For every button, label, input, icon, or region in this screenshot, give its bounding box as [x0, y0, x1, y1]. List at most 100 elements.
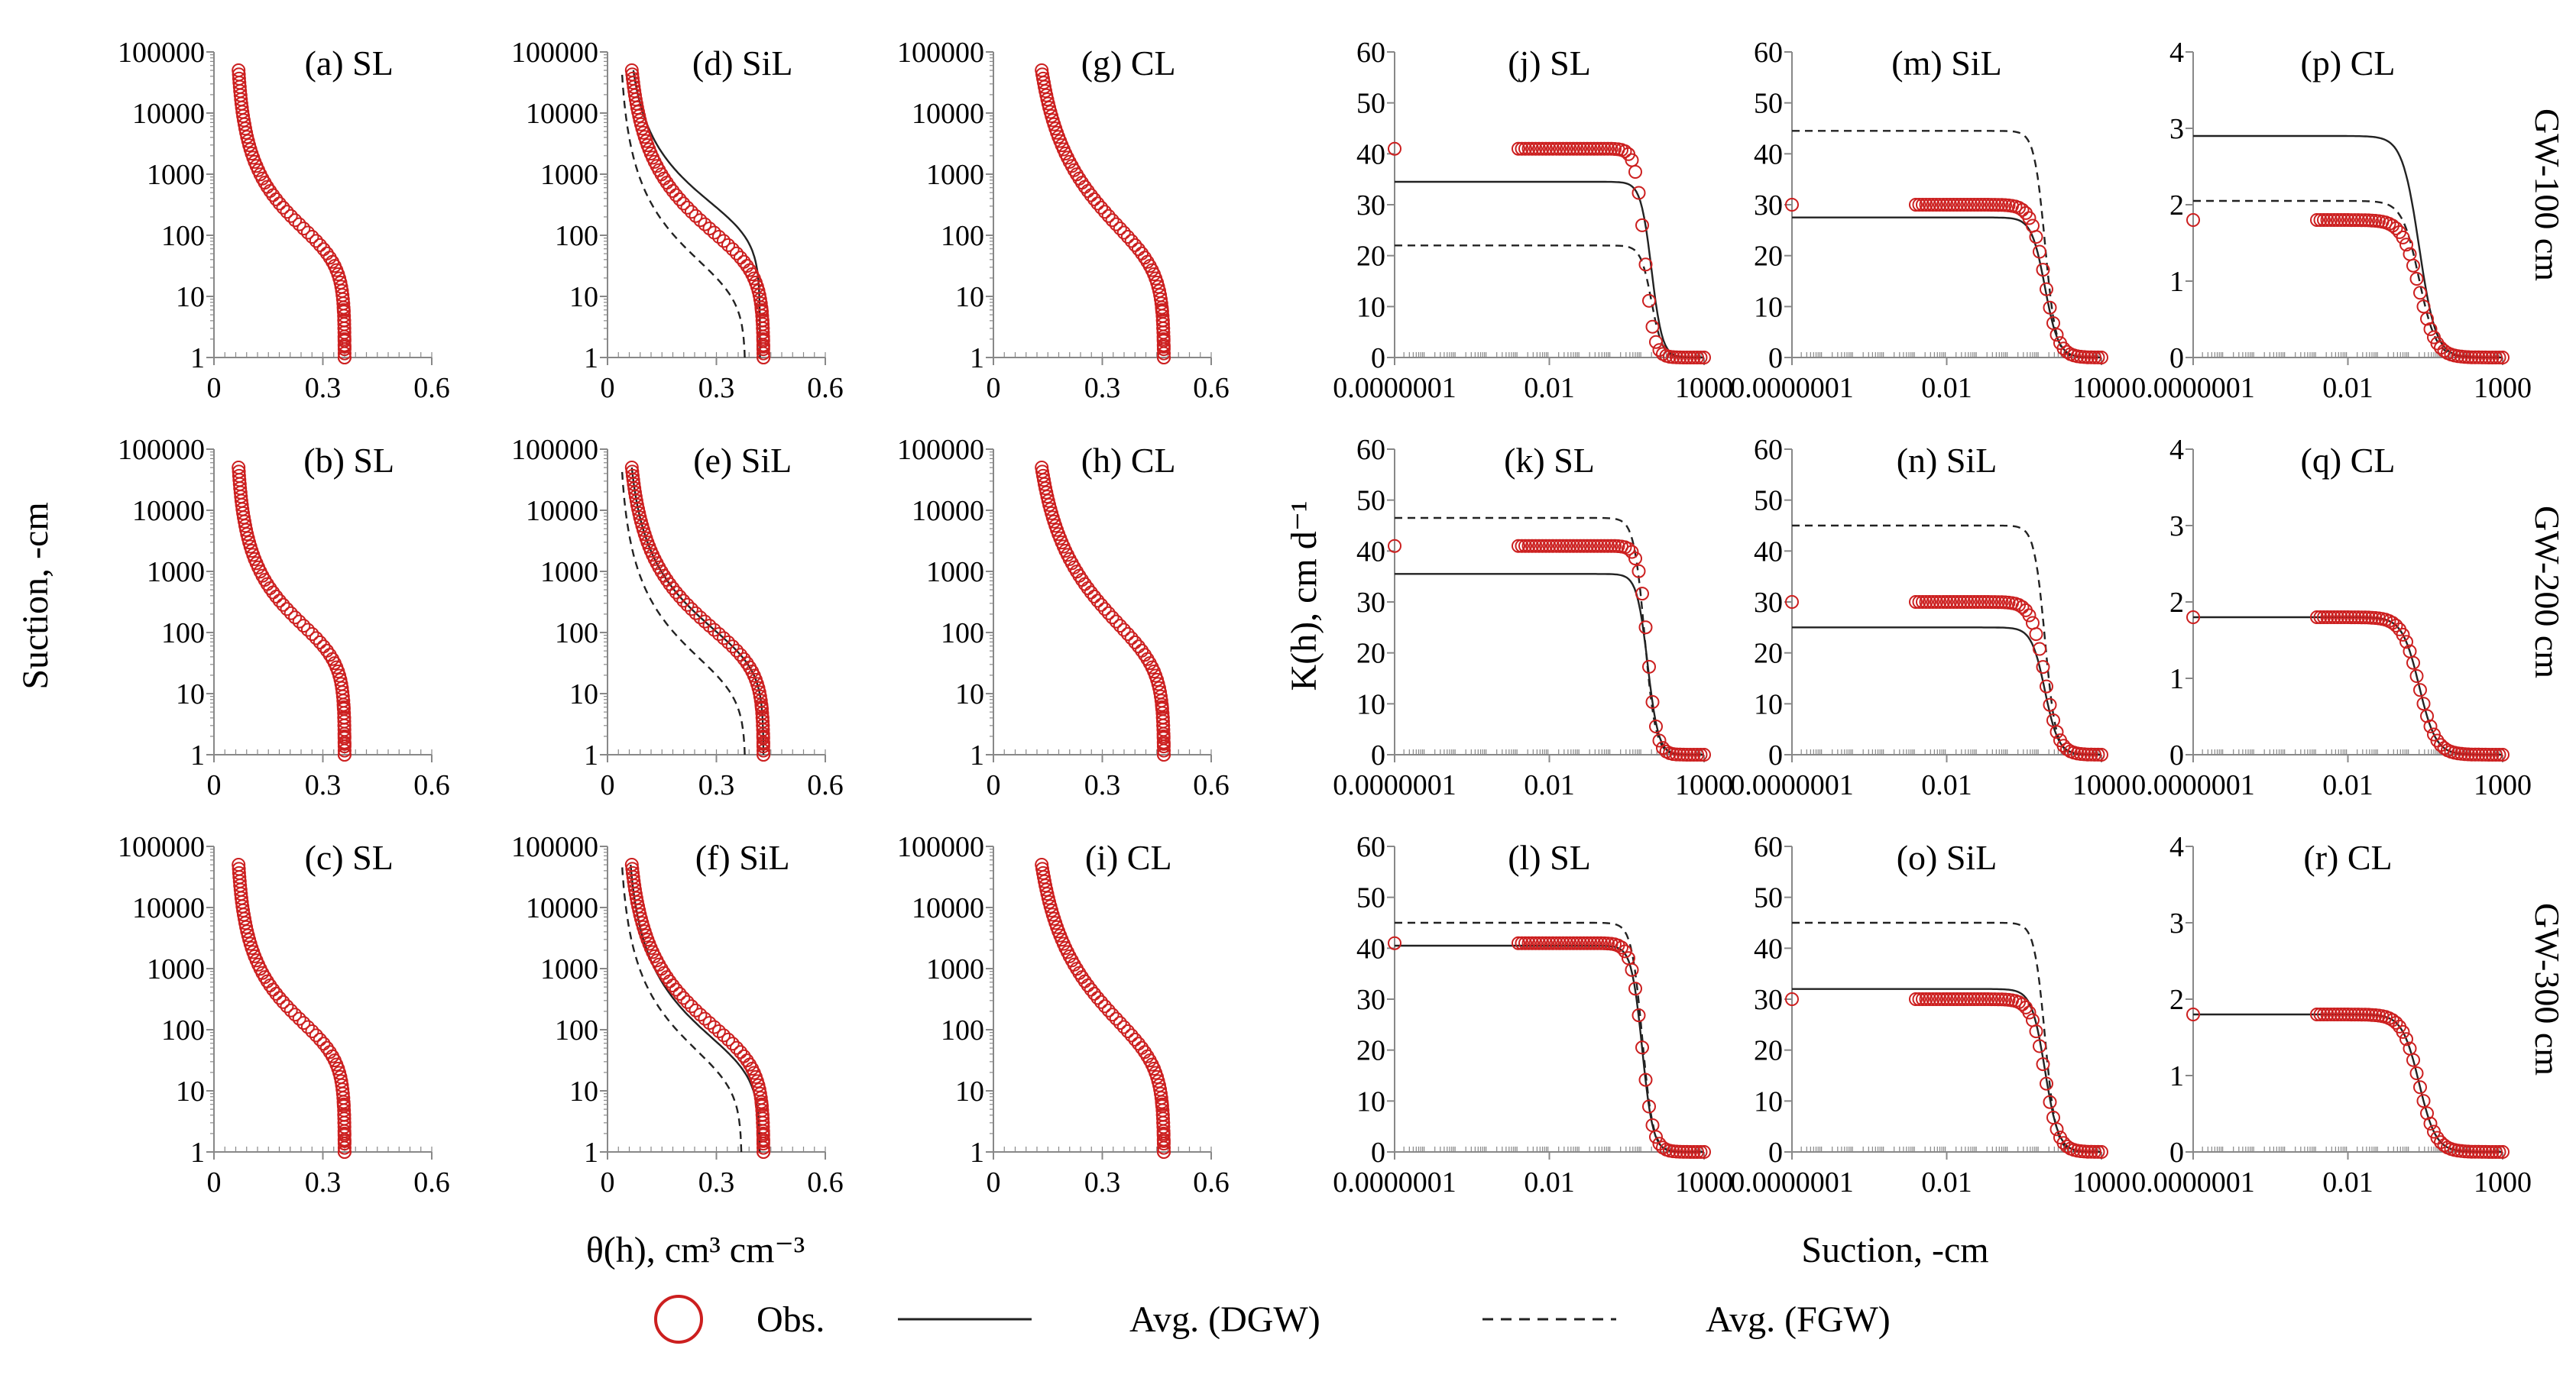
obs-point	[1128, 1032, 1142, 1047]
obs-point	[1909, 595, 1923, 609]
obs-point	[1563, 936, 1577, 950]
obs-point	[1785, 198, 1799, 212]
obs-point	[625, 464, 640, 479]
obs-point	[1155, 1108, 1170, 1122]
y-tick-label-h: 1	[970, 739, 984, 772]
obs-point	[756, 1126, 770, 1140]
obs-point	[1155, 313, 1170, 328]
obs-point	[2492, 1145, 2506, 1159]
obs-point	[1690, 748, 1704, 762]
row-label-gw-100: GW-100 cm	[2528, 108, 2567, 281]
obs-point	[717, 234, 731, 248]
obs-point	[707, 623, 721, 637]
obs-point	[755, 710, 770, 725]
obs-point	[2464, 350, 2479, 364]
obs-point	[232, 67, 246, 82]
obs-point	[1930, 992, 1943, 1006]
obs-point	[734, 251, 747, 265]
obs-point	[337, 710, 352, 725]
obs-point	[626, 865, 640, 880]
obs-point	[2416, 697, 2431, 711]
obs-point	[663, 180, 677, 194]
obs-point	[2029, 1024, 2043, 1039]
y-tick-label-o: 30	[1754, 984, 1783, 1016]
obs-point	[1515, 936, 1529, 950]
obs-point	[313, 1032, 327, 1047]
obs-point	[1687, 1145, 1701, 1159]
y-tick-label-k: 0	[1371, 739, 1385, 772]
obs-point	[1097, 999, 1112, 1014]
dgw-curve-f	[630, 864, 761, 1153]
y-tick-label-m: 30	[1754, 189, 1783, 222]
obs-point	[693, 610, 708, 625]
obs-point	[2327, 610, 2341, 624]
obs-point	[698, 1011, 712, 1026]
obs-point	[2081, 350, 2095, 364]
obs-point	[1687, 748, 1701, 762]
obs-point	[1101, 606, 1116, 620]
obs-point	[1936, 992, 1950, 1006]
x-tick-label-f: 0.3	[698, 1166, 735, 1199]
obs-point	[1981, 198, 1995, 212]
obs-point	[1628, 552, 1642, 566]
obs-point	[2489, 1145, 2503, 1159]
y-tick-label-q: 2	[2169, 587, 2184, 619]
y-tick-label-d: 100	[555, 220, 598, 252]
obs-point	[1128, 238, 1142, 252]
obs-point	[266, 188, 280, 202]
obs-point	[2358, 213, 2372, 228]
obs-point	[2313, 213, 2328, 227]
panel-m: 0 10 20 30 40 50 60 0.0000001 0.01 1000 (m) SiL	[1730, 37, 2130, 404]
obs-point	[2341, 1008, 2355, 1021]
obs-point	[232, 468, 246, 483]
x-tick-label-e: 0.3	[698, 769, 735, 801]
obs-point	[2471, 350, 2486, 364]
obs-point	[754, 700, 769, 714]
obs-point	[2081, 747, 2095, 762]
obs-point	[1594, 936, 1608, 950]
obs-point	[1035, 461, 1049, 474]
obs-point	[626, 468, 640, 483]
y-tick-label-j: 40	[1356, 138, 1385, 170]
obs-point	[2022, 608, 2036, 623]
obs-point	[2331, 213, 2344, 227]
obs-point	[721, 635, 735, 649]
obs-point	[2485, 351, 2500, 364]
obs-point	[2026, 1013, 2040, 1027]
x-tick-label-k: 0.01	[1524, 769, 1575, 801]
y-tick-label-f: 100	[555, 1014, 598, 1047]
obs-point	[1156, 1126, 1171, 1140]
obs-point	[1926, 198, 1940, 212]
obs-point	[2084, 350, 2098, 364]
x-tick-label-p: 1000	[2474, 372, 2532, 404]
y-tick-label-j: 60	[1356, 37, 1385, 69]
y-tick-label-r: 1	[2169, 1060, 2184, 1092]
panel-b: 1 10 100 1000 10000 100000 0 0.3 0.6 (b) SL	[118, 434, 450, 801]
obs-point	[1105, 1008, 1120, 1022]
obs-point	[1939, 595, 1954, 609]
obs-point	[2482, 748, 2496, 762]
x-tick-label-e: 0.6	[807, 769, 844, 801]
legend-fgw-label: Avg. (FGW)	[1706, 1299, 1891, 1340]
obs-point	[1556, 936, 1570, 950]
y-tick-label-a: 1	[190, 342, 205, 374]
x-tick-label-c: 0	[207, 1166, 222, 1199]
y-tick-label-r: 2	[2169, 984, 2184, 1016]
obs-point	[1035, 63, 1049, 77]
obs-point	[625, 67, 640, 82]
y-tick-label-p: 4	[2169, 37, 2184, 69]
obs-point	[689, 606, 703, 620]
obs-point	[1512, 936, 1525, 950]
obs-point	[2478, 747, 2493, 762]
obs-point	[707, 225, 721, 240]
y-tick-label-q: 3	[2169, 510, 2184, 542]
y-tick-label-l: 20	[1356, 1035, 1385, 1067]
y-tick-label-g: 1	[970, 342, 984, 374]
obs-point	[232, 862, 246, 876]
y-tick-label-k: 30	[1356, 587, 1385, 619]
obs-point	[1515, 141, 1529, 156]
y-tick-label-h: 10	[955, 678, 984, 710]
x-tick-label-a: 0	[207, 372, 222, 404]
x-tick-label-m: 0.0000001	[1730, 372, 1854, 404]
obs-point	[2317, 1008, 2331, 1021]
